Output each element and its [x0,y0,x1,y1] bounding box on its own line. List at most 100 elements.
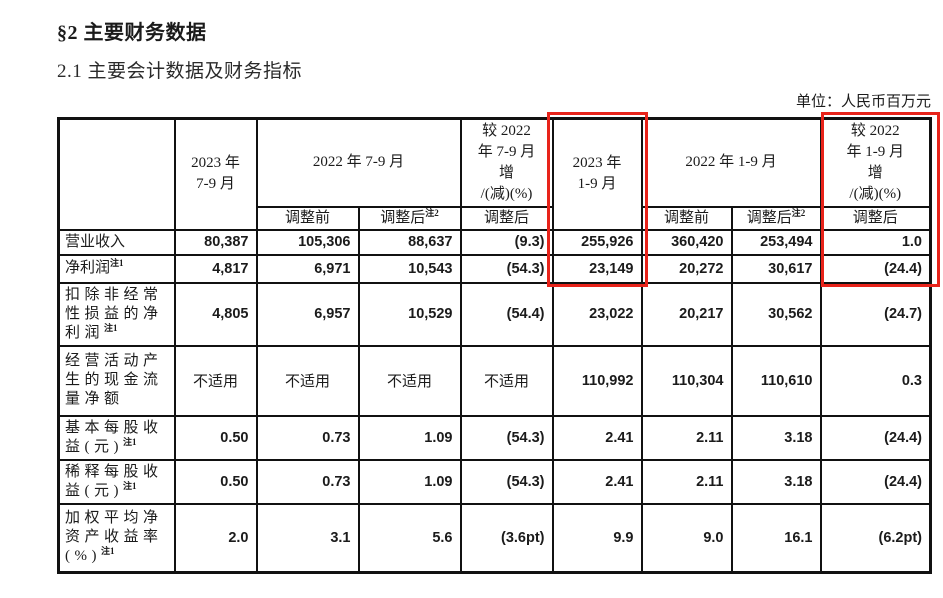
financial-summary-table: 2023 年 7-9 月 2022 年 7-9 月 较 2022 年 7-9 月… [57,117,932,574]
row-label: 经营活动产 生的现金流 量净额 [57,344,176,417]
table-cell: 0.73 [255,414,360,461]
subheader-adj-after-q3-yoy: 调整后 [459,205,554,231]
table-cell: 2.41 [551,458,643,505]
row-label: 营业收入 [57,228,176,256]
table-cell: 0.50 [173,414,258,461]
table-cell: 20,217 [640,281,733,347]
row-label-text: 经营活动产 生的现金流 量净额 [65,353,163,407]
table-cell: 1.0 [819,228,932,256]
table-cell: 9.9 [551,502,643,574]
table-cell: 不适用 [357,344,462,417]
table-cell: 20,272 [640,253,733,284]
note-superscript: 注1 [123,480,137,491]
note2-superscript: 注2 [791,207,806,218]
row-label-text: 基本每股收 益(元) [65,419,163,455]
row-label: 净利润注1 [57,253,176,284]
table-cell: 80,387 [173,228,258,256]
col-header-9m-yoy: 较 2022 年 1-9 月 增 /(减)(%) [819,117,932,208]
row-label: 扣除非经常 性损益的净 利润注1 [57,281,176,347]
table-cell: 0.73 [255,458,360,505]
subheader-adj-after-9m: 调整后注2 [730,205,822,231]
note-superscript: 注1 [104,322,118,333]
table-cell: 0.3 [819,344,932,417]
table-cell: 1.09 [357,458,462,505]
table-cell: 不适用 [459,344,554,417]
row-label-text: 净利润 [65,260,111,276]
row-label: 稀释每股收 益(元)注1 [57,458,176,505]
table-cell: 23,149 [551,253,643,284]
table-cell: 2.0 [173,502,258,574]
corner-cell [57,117,176,231]
col-header-q3-yoy: 较 2022 年 7-9 月 增 /(减)(%) [459,117,554,208]
table-row-net-profit-excl: 扣除非经常 性损益的净 利润注1 4,805 6,957 10,529 (54.… [57,281,932,347]
header-row-sub: 调整前 调整后注2 调整后 调整前 调整后注2 调整后 [59,205,932,231]
col-header-2022-9m: 2022 年 1-9 月 [640,117,822,208]
row-label-text: 扣除非经常 性损益的净 利润 [65,286,163,341]
table-cell: 110,304 [640,344,733,417]
note-superscript: 注1 [110,258,124,268]
header-row-main: 2023 年 7-9 月 2022 年 7-9 月 较 2022 年 7-9 月… [57,117,932,231]
table-cell: 2.11 [640,414,733,461]
table-cell: 2.11 [640,458,733,505]
table-cell: 1.09 [357,414,462,461]
table-cell: (9.3) [459,228,554,256]
unit-note: 单位：人民币百万元 [795,94,931,110]
table-cell: 110,610 [730,344,822,417]
table-row-net-profit: 净利润注1 4,817 6,971 10,543 (54.3) 23,149 2… [57,253,932,284]
table-cell: 9.0 [640,502,733,574]
table-cell: (54.3) [459,458,554,505]
table-row-diluted-eps: 稀释每股收 益(元)注1 0.50 0.73 1.09 (54.3) 2.41 … [57,458,932,505]
table-cell: 6,957 [255,281,360,347]
table-cell: (3.6pt) [459,502,554,574]
table-row-weighted-roe: 加权平均净 资产收益率 (%)注1 2.0 3.1 5.6 (3.6pt) 9.… [57,502,932,574]
table-cell: 0.50 [173,458,258,505]
table-cell: 88,637 [357,228,462,256]
table-cell: 10,529 [357,281,462,347]
table-cell: 不适用 [173,344,258,417]
table-row-operating-cashflow: 经营活动产 生的现金流 量净额 不适用 不适用 不适用 不适用 110,992 … [57,344,932,417]
table-cell: (24.4) [819,253,932,284]
col-header-2022-q3: 2022 年 7-9 月 [255,117,462,208]
table-cell: 30,617 [730,253,822,284]
subheader-label: 调整后 [746,209,792,226]
row-label: 基本每股收 益(元)注1 [57,414,176,461]
table-cell: 255,926 [551,228,643,256]
subsection-title: 2.1 主要会计数据及财务指标 [57,61,303,82]
table-cell: 3.18 [730,414,822,461]
subheader-adj-before-9m: 调整前 [640,205,733,231]
table-cell: (6.2pt) [819,502,932,574]
table-row-revenue: 营业收入 80,387 105,306 88,637 (9.3) 255,926… [57,228,932,256]
table-cell: (24.4) [819,414,932,461]
row-label-text: 营业收入 [65,233,126,250]
subheader-adj-before-q3: 调整前 [255,205,360,231]
table-cell: 3.1 [255,502,360,574]
table-cell: (24.4) [819,458,932,505]
section-title: §2 主要财务数据 [57,22,207,44]
table-cell: 4,805 [173,281,258,347]
note-superscript: 注1 [123,436,137,447]
table-cell: 4,817 [173,253,258,284]
row-label-text: 加权平均净 资产收益率 (%) [65,510,163,565]
col-header-2023-q3: 2023 年 7-9 月 [173,117,258,231]
table-cell: 16.1 [730,502,822,574]
table-cell: 不适用 [255,344,360,417]
table-cell: 110,992 [551,344,643,417]
row-label: 加权平均净 资产收益率 (%)注1 [57,502,176,574]
table-row-basic-eps: 基本每股收 益(元)注1 0.50 0.73 1.09 (54.3) 2.41 … [57,414,932,461]
table-cell: 360,420 [640,228,733,256]
table-cell: 6,971 [255,253,360,284]
table-cell: 3.18 [730,458,822,505]
table-cell: 23,022 [551,281,643,347]
table-cell: 5.6 [357,502,462,574]
table-cell: (54.3) [459,253,554,284]
subheader-adj-after-9m-yoy: 调整后 [819,205,932,231]
table-cell: 2.41 [551,414,643,461]
table-cell: 253,494 [730,228,822,256]
subheader-adj-after-q3: 调整后注2 [357,205,462,231]
col-header-2023-9m: 2023 年 1-9 月 [551,117,643,231]
note2-superscript: 注2 [425,207,439,218]
table-cell: (54.4) [459,281,554,347]
row-label-text: 稀释每股收 益(元) [65,463,163,499]
table-cell: (24.7) [819,281,932,347]
table-cell: 30,562 [730,281,822,347]
